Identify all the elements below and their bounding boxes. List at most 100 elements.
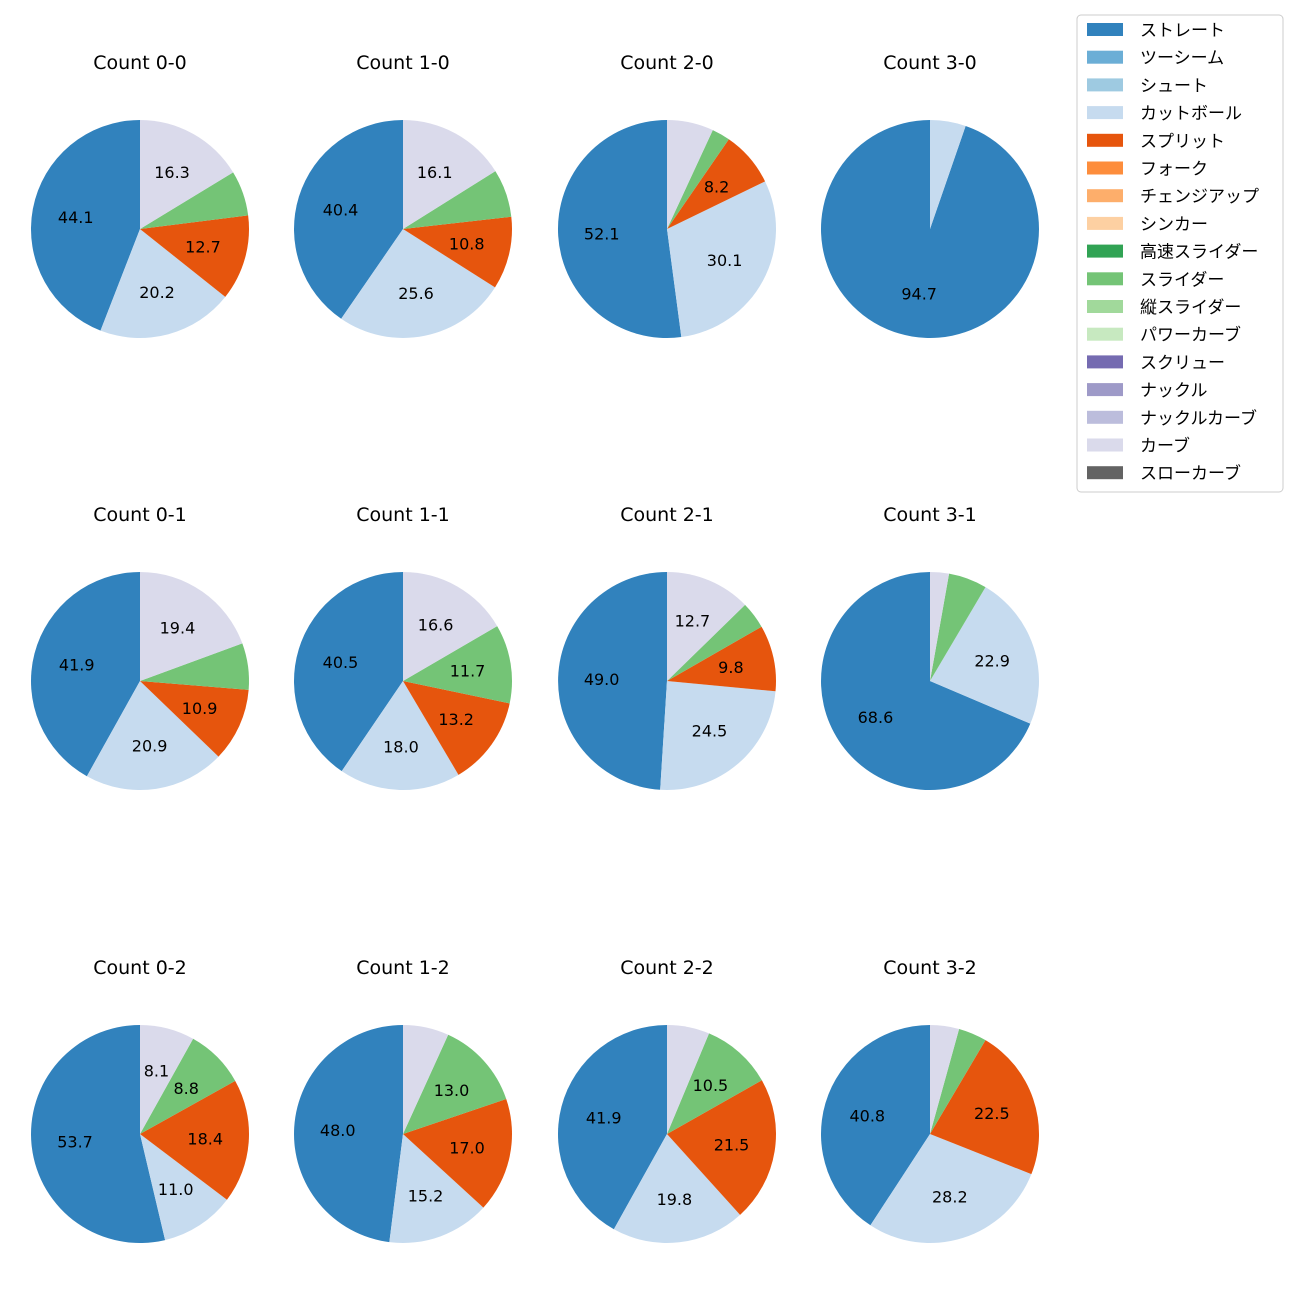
pie-slice [557, 1025, 667, 1230]
legend-swatch [1087, 216, 1123, 230]
slice-label: 12.7 [185, 238, 221, 257]
slice-label: 19.8 [657, 1190, 693, 1209]
legend-swatch [1087, 23, 1123, 36]
pie-slice [389, 1134, 484, 1243]
legend-item: フォーク [1087, 160, 1208, 180]
slice-label: 10.5 [693, 1076, 729, 1095]
legend-swatch [1087, 106, 1123, 120]
pie-slice [30, 572, 141, 777]
legend-swatch [1087, 355, 1123, 369]
pie-title: Count 0-1 [93, 504, 187, 526]
pie-slice [660, 681, 776, 790]
legend-label: 縦スライダー [1140, 298, 1241, 318]
slice-label: 10.9 [182, 699, 218, 718]
pie-7: Count 2-1 49.0 24.5 9.8 12.7 [558, 504, 777, 790]
pie-slice [30, 119, 140, 331]
pie-slice [821, 572, 1031, 790]
legend: ストレートツーシームシュートカットボールスプリットフォークチェンジアップシンカー… [1076, 14, 1284, 493]
legend-item: ナックルカーブ [1087, 408, 1257, 429]
pie-title: Count 2-2 [620, 957, 714, 979]
legend-item: 縦スライダー [1087, 298, 1241, 318]
legend-label: ナックルカーブ [1140, 408, 1257, 429]
pie-2: Count 1-0 40.4 25.6 10.8 16.1 [293, 52, 512, 339]
slice-label: 22.5 [974, 1104, 1010, 1123]
pie-slice [403, 216, 512, 288]
legend-label: カーブ [1140, 436, 1190, 457]
pie-slice [341, 681, 459, 791]
pie-slice [667, 604, 762, 681]
pie-slice [140, 681, 249, 757]
pie-slice [140, 1134, 227, 1241]
pie-slice [403, 572, 498, 681]
legend-label: チェンジアップ [1140, 187, 1259, 207]
pie-slice [667, 1080, 776, 1215]
pie-slice [341, 229, 496, 339]
pie-slice [403, 1034, 507, 1134]
slice-label: 8.2 [704, 177, 729, 196]
slice-label: 44.1 [58, 208, 94, 227]
pie-slice [930, 573, 986, 681]
legend-item: カーブ [1087, 436, 1190, 457]
slice-label: 94.7 [901, 285, 937, 304]
legend-frame [1076, 14, 1284, 493]
pie-slice [930, 587, 1040, 724]
slice-label: 18.4 [187, 1130, 223, 1149]
slice-label: 40.4 [323, 201, 359, 220]
pie-title: Count 3-1 [883, 504, 977, 526]
pie-slice [140, 1080, 250, 1200]
pie-11: Count 2-2 41.9 19.8 21.5 10.5 [557, 957, 776, 1244]
legend-swatch [1087, 466, 1123, 480]
pie-4: Count 3-0 94.7 [820, 52, 1039, 338]
pie-slice [667, 139, 766, 229]
legend-label: シュート [1140, 76, 1208, 96]
slice-label: 21.5 [714, 1135, 750, 1154]
slice-label: 40.8 [849, 1106, 885, 1125]
pie-slice [140, 1025, 194, 1134]
slice-label: 8.1 [144, 1062, 169, 1081]
legend-label: ストレート [1140, 21, 1225, 41]
pie-slice [667, 120, 713, 229]
slice-label: 28.2 [932, 1187, 968, 1206]
legend-item: スローカーブ [1087, 463, 1241, 484]
slice-label: 18.0 [383, 737, 419, 756]
legend-label: ナックル [1140, 381, 1208, 401]
pie-slice [100, 229, 226, 339]
legend-label: シンカー [1140, 215, 1208, 235]
legend-item: スライダー [1087, 270, 1224, 290]
pie-slice [667, 626, 777, 692]
pie-10: Count 1-2 48.0 15.2 17.0 13.0 [294, 957, 512, 1243]
legend-label: パワーカーブ [1140, 325, 1241, 346]
legend-label: 高速スライダー [1140, 243, 1258, 263]
slice-label: 8.8 [174, 1079, 199, 1098]
pie-slice [557, 120, 682, 339]
pie-slice [403, 171, 512, 229]
pie-slice [820, 1025, 930, 1226]
slice-label: 49.0 [584, 670, 620, 689]
pie-title: Count 3-0 [883, 52, 977, 74]
legend-item: 高速スライダー [1087, 243, 1258, 263]
slice-label: 53.7 [57, 1133, 93, 1152]
legend-swatch [1087, 189, 1123, 203]
pie-slice [930, 1028, 986, 1134]
slice-label: 11.7 [450, 662, 486, 681]
slice-label: 12.7 [675, 612, 711, 631]
slice-label: 41.9 [59, 656, 95, 675]
pie-slice [930, 1025, 960, 1134]
pie-9: Count 0-2 53.7 11.0 18.4 8.8 8.1 [31, 957, 250, 1243]
pie-slice [667, 181, 777, 338]
slice-label: 25.6 [398, 284, 434, 303]
pie-title: Count 3-2 [883, 957, 977, 979]
legend-label: カットボール [1140, 104, 1242, 124]
legend-swatch [1087, 161, 1123, 175]
pie-title: Count 0-0 [93, 52, 187, 74]
pie-5: Count 0-1 41.9 20.9 10.9 19.4 [30, 504, 250, 791]
legend-label: スライダー [1140, 270, 1224, 290]
legend-item: パワーカーブ [1087, 325, 1241, 346]
pie-slice [293, 120, 403, 319]
slice-label: 40.5 [323, 653, 359, 672]
pie-title: Count 2-1 [620, 504, 714, 526]
slice-label: 15.2 [408, 1186, 444, 1205]
pie-8: Count 3-1 68.6 22.9 [821, 504, 1040, 790]
legend-label: フォーク [1140, 160, 1208, 180]
legend-swatch [1087, 327, 1123, 341]
